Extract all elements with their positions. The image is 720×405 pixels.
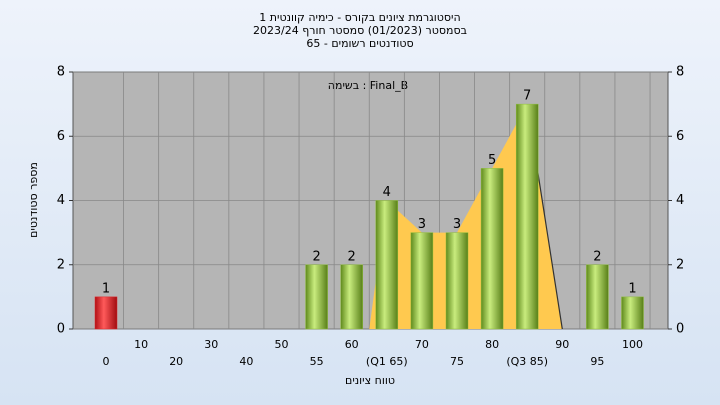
bar (375, 200, 399, 330)
y-tick-label-right: 2 (676, 257, 684, 272)
y-axis-label: מספר סטודנטים (27, 162, 40, 238)
y-tick-label-right: 6 (676, 129, 684, 144)
x-tick-label: 10 (134, 338, 148, 351)
y-tick-label-right: 4 (676, 193, 684, 208)
x-tick-label: 60 (345, 338, 359, 351)
y-tick-label: 4 (57, 193, 65, 208)
bar (94, 296, 118, 330)
value-label: 2 (312, 249, 320, 264)
x-tick-label: 75 (450, 355, 464, 368)
y-tick-label: 0 (57, 322, 65, 337)
bar (305, 264, 328, 330)
x-tick-label: 80 (485, 338, 499, 351)
y-tick-label: 8 (57, 65, 65, 80)
chart-subtitle: סטודנטים רשומים - 65 (306, 37, 413, 50)
value-label: 7 (523, 89, 531, 104)
x-tick-label: 55 (310, 355, 324, 368)
bar (340, 264, 363, 330)
y-tick-label-right: 0 (676, 322, 684, 337)
value-label: 2 (348, 249, 356, 264)
value-label: 5 (488, 153, 496, 168)
bar (410, 232, 434, 330)
x-tick-label: 95 (590, 355, 604, 368)
x-tick-label: (Q3 85) (506, 355, 548, 368)
y-tick-label-right: 8 (676, 65, 684, 80)
bar (445, 232, 469, 330)
x-tick-label: 100 (622, 338, 643, 351)
value-label: 1 (102, 281, 110, 296)
value-label: 3 (453, 217, 461, 232)
value-label: 3 (418, 217, 426, 232)
x-tick-label: 20 (169, 355, 183, 368)
chart-subtitle: בסמסטר (01/2023) סמסטר חורף 2023/24 (253, 24, 467, 37)
bar (586, 264, 609, 330)
bar (480, 168, 504, 330)
annotation: בשימה : Final_B (328, 79, 408, 92)
value-label: 2 (593, 249, 601, 264)
x-tick-label: 40 (239, 355, 253, 368)
bar (515, 103, 539, 330)
x-axis-label: טווח ציונים (345, 374, 395, 387)
bar (621, 296, 644, 330)
y-tick-label: 6 (57, 129, 65, 144)
value-label: 4 (383, 185, 391, 200)
x-tick-label: (Q1 65) (366, 355, 408, 368)
x-tick-label: 0 (103, 355, 110, 368)
x-tick-label: 50 (275, 338, 289, 351)
chart-title: היסטוגרמת ציונים בקורס - כימיה קוונטית 1 (259, 11, 460, 24)
value-label: 1 (628, 281, 636, 296)
x-tick-label: 30 (204, 338, 218, 351)
y-tick-label: 2 (57, 257, 65, 272)
x-tick-label: 90 (555, 338, 569, 351)
x-tick-label: 70 (415, 338, 429, 351)
